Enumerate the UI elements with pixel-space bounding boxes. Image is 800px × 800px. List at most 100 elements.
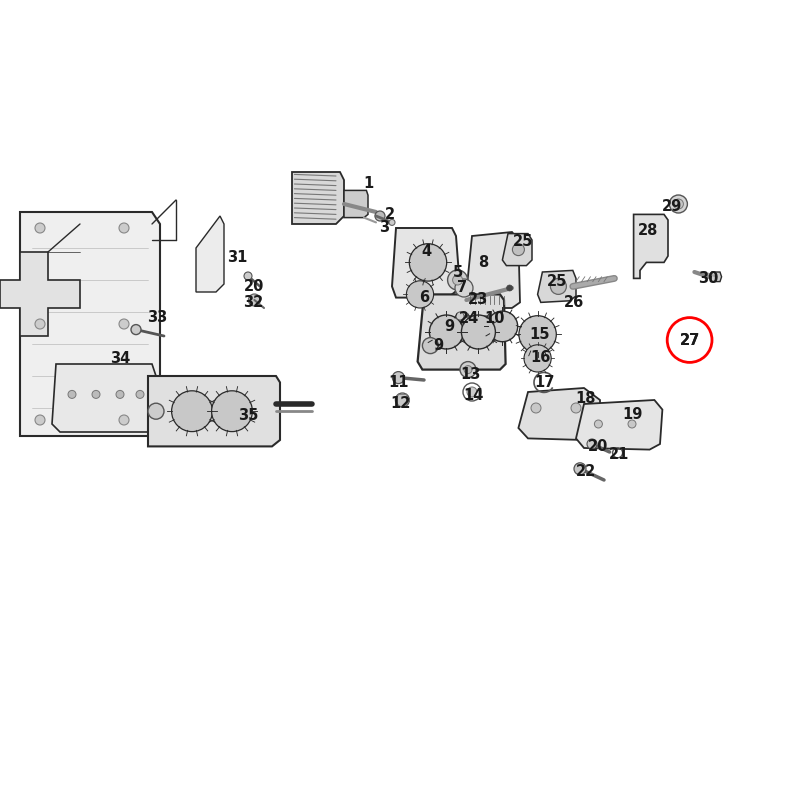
Text: 25: 25: [546, 274, 567, 289]
Polygon shape: [634, 214, 668, 278]
Circle shape: [587, 439, 597, 449]
Circle shape: [460, 362, 476, 378]
Text: 15: 15: [529, 327, 550, 342]
Circle shape: [464, 366, 472, 374]
Circle shape: [148, 403, 164, 419]
Polygon shape: [292, 172, 344, 224]
Text: 11: 11: [388, 375, 409, 390]
Circle shape: [467, 387, 477, 397]
Circle shape: [406, 281, 434, 308]
Circle shape: [171, 391, 213, 431]
Circle shape: [116, 390, 124, 398]
Circle shape: [68, 390, 76, 398]
Circle shape: [389, 219, 395, 226]
Text: 33: 33: [146, 310, 167, 325]
Circle shape: [462, 315, 495, 349]
Circle shape: [455, 279, 473, 297]
Circle shape: [119, 415, 129, 425]
Circle shape: [392, 371, 404, 383]
Polygon shape: [466, 232, 520, 308]
Circle shape: [674, 199, 683, 209]
Polygon shape: [0, 252, 80, 336]
Text: 32: 32: [242, 295, 263, 310]
Text: 23: 23: [468, 293, 489, 307]
Text: 21: 21: [609, 447, 630, 462]
Text: 25: 25: [513, 234, 534, 249]
Text: 35: 35: [238, 409, 258, 423]
Polygon shape: [196, 216, 224, 292]
Circle shape: [456, 312, 464, 320]
Circle shape: [512, 243, 525, 256]
Circle shape: [244, 272, 252, 280]
Text: 10: 10: [484, 311, 505, 326]
Circle shape: [628, 420, 636, 428]
Text: 26: 26: [564, 295, 585, 310]
Circle shape: [594, 420, 602, 428]
Polygon shape: [576, 400, 662, 450]
Circle shape: [119, 319, 129, 329]
Circle shape: [524, 345, 551, 372]
Text: 1: 1: [363, 177, 373, 191]
Polygon shape: [148, 376, 280, 446]
Polygon shape: [538, 270, 576, 302]
Text: 18: 18: [575, 391, 596, 406]
Text: 28: 28: [638, 223, 658, 238]
Circle shape: [670, 195, 687, 213]
Circle shape: [136, 390, 144, 398]
Text: 31: 31: [226, 250, 247, 265]
Circle shape: [506, 285, 513, 291]
Circle shape: [35, 319, 45, 329]
Circle shape: [448, 270, 467, 290]
Circle shape: [430, 315, 463, 349]
Circle shape: [119, 223, 129, 233]
Circle shape: [35, 415, 45, 425]
Circle shape: [574, 462, 586, 474]
Circle shape: [211, 391, 253, 431]
Polygon shape: [344, 190, 368, 218]
Text: 20: 20: [244, 279, 265, 294]
Text: 27: 27: [679, 333, 700, 347]
Polygon shape: [392, 228, 460, 298]
Circle shape: [410, 244, 446, 281]
Circle shape: [375, 211, 385, 221]
Text: 22: 22: [575, 465, 596, 479]
Circle shape: [395, 393, 410, 407]
Text: 19: 19: [622, 407, 642, 422]
Polygon shape: [502, 234, 532, 266]
Polygon shape: [20, 212, 160, 436]
Text: 7: 7: [458, 281, 467, 295]
Text: 30: 30: [698, 271, 718, 286]
Text: 20: 20: [588, 439, 609, 454]
Circle shape: [531, 403, 541, 413]
Circle shape: [131, 325, 141, 334]
Circle shape: [487, 311, 518, 342]
Text: 12: 12: [390, 397, 410, 411]
Text: 29: 29: [662, 199, 682, 214]
Polygon shape: [52, 364, 156, 432]
Text: 9: 9: [434, 338, 443, 353]
Text: 3: 3: [379, 221, 389, 235]
Circle shape: [550, 278, 566, 294]
Text: 27: 27: [679, 333, 700, 347]
Text: 16: 16: [530, 350, 551, 365]
Text: 5: 5: [453, 265, 462, 279]
Text: 13: 13: [460, 367, 481, 382]
Polygon shape: [418, 294, 506, 370]
Circle shape: [453, 275, 462, 285]
Text: 4: 4: [422, 245, 431, 259]
Circle shape: [248, 294, 260, 306]
Text: 14: 14: [463, 389, 484, 403]
Text: 34: 34: [110, 351, 130, 366]
Circle shape: [422, 338, 438, 354]
Polygon shape: [518, 388, 600, 440]
Text: 9: 9: [445, 319, 454, 334]
Text: 2: 2: [386, 207, 395, 222]
Circle shape: [92, 390, 100, 398]
Polygon shape: [710, 272, 722, 282]
Text: 8: 8: [478, 255, 488, 270]
Circle shape: [519, 316, 556, 353]
Text: 6: 6: [419, 290, 429, 305]
Circle shape: [571, 403, 581, 413]
Circle shape: [35, 223, 45, 233]
Text: 17: 17: [534, 375, 554, 390]
